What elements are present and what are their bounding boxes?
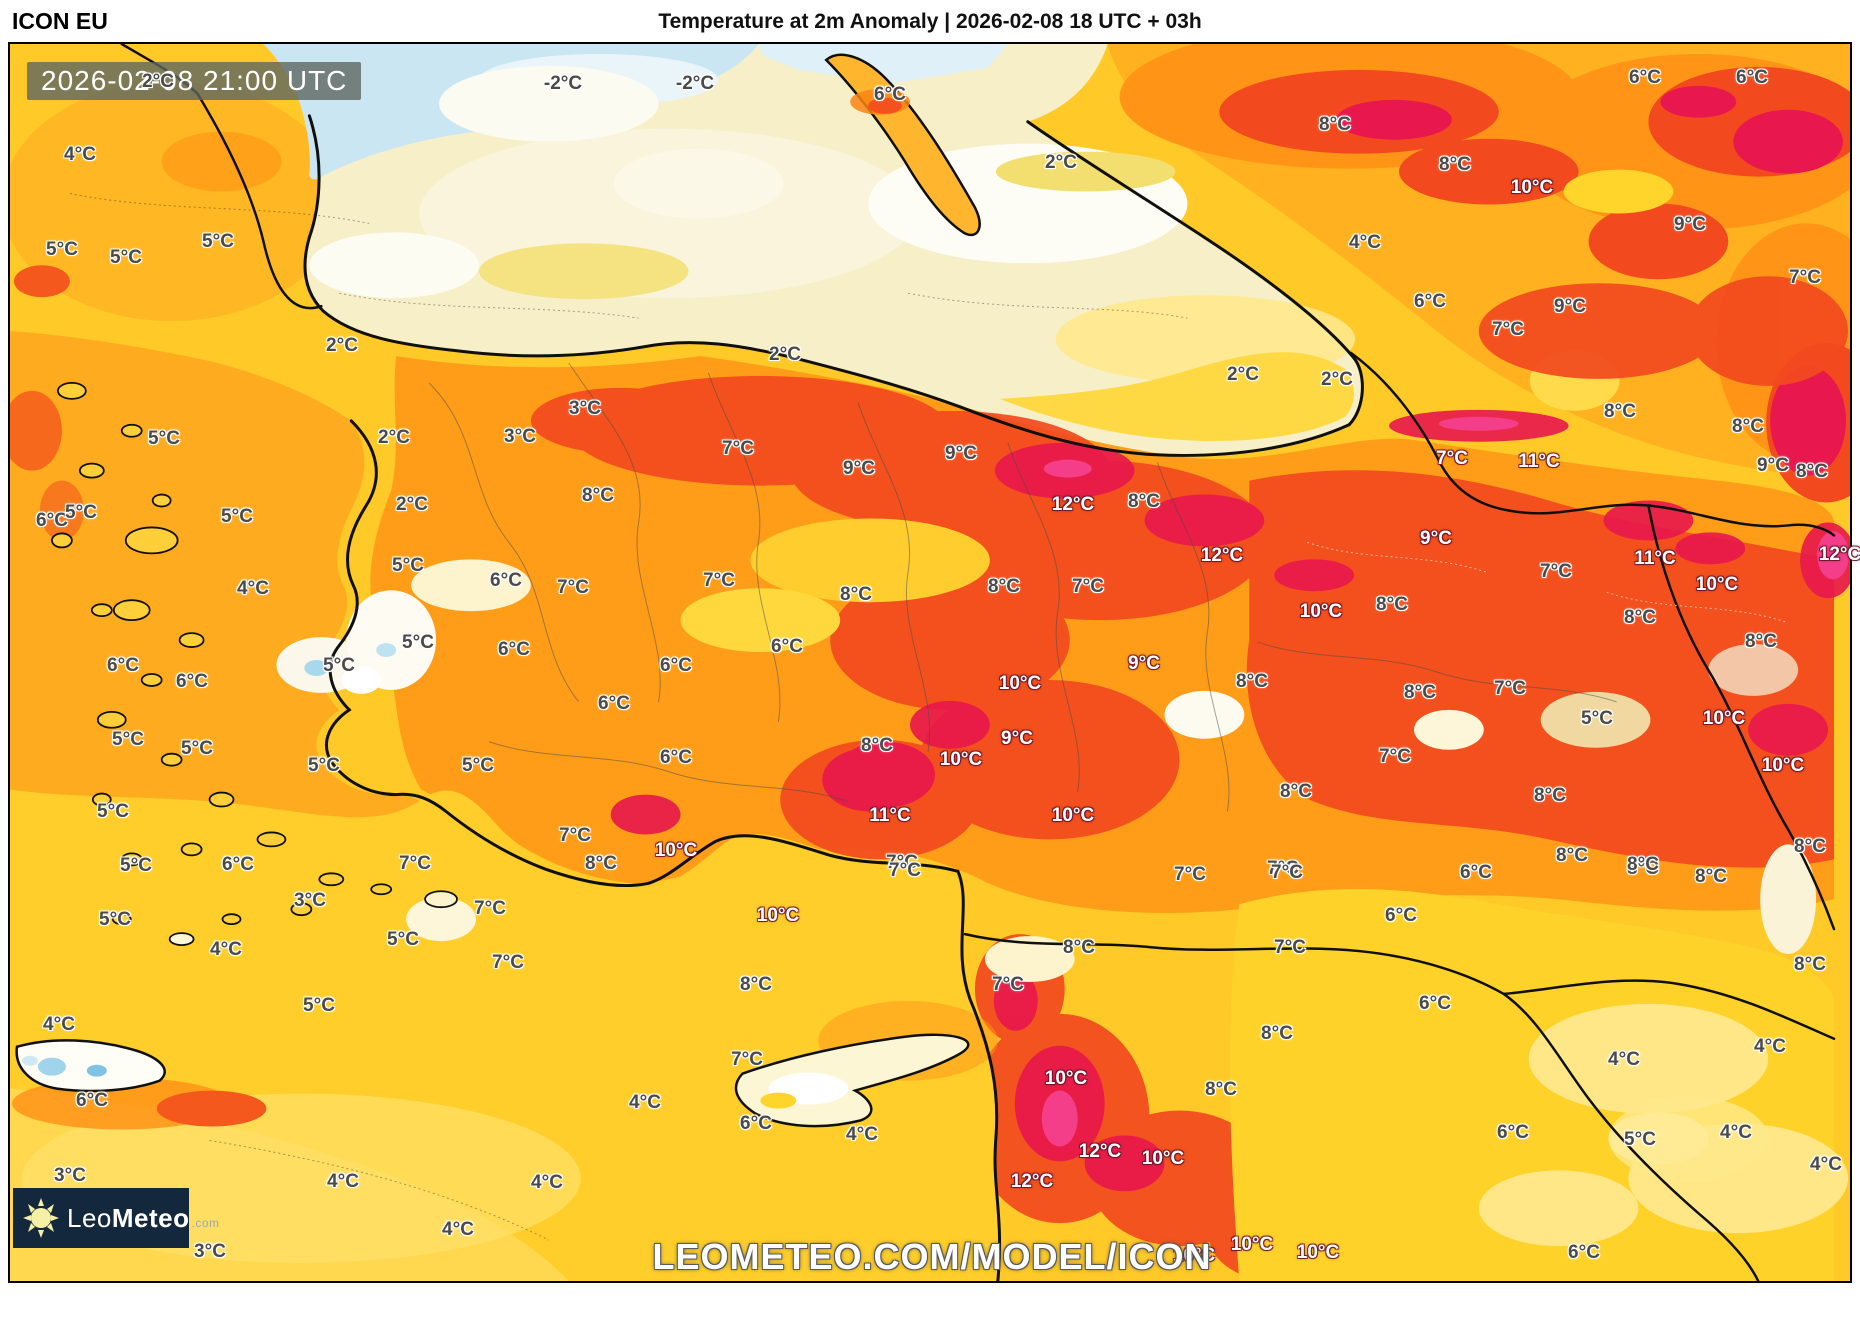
sun-icon [23, 1198, 59, 1238]
header: ICON EU Temperature at 2m Anomaly | 2026… [0, 0, 1860, 42]
watermark: LEOMETEO.COM/MODEL/ICON [652, 1236, 1212, 1277]
logo-brand: Leo Meteo .com [67, 1202, 220, 1233]
colorbar-footer: -4.50 °C 13.80 °C -32-24-16-808162432 ZI… [0, 1285, 1860, 1338]
map-graphic [10, 44, 1850, 1281]
page-title: Temperature at 2m Anomaly | 2026-02-08 1… [658, 10, 1202, 33]
weather-map: 2026-02-08 21:00 UTC [8, 42, 1852, 1283]
model-name: ICON EU [12, 8, 108, 34]
timestamp-badge: 2026-02-08 21:00 UTC [27, 62, 362, 100]
leometeo-logo: Leo Meteo .com [13, 1188, 219, 1248]
